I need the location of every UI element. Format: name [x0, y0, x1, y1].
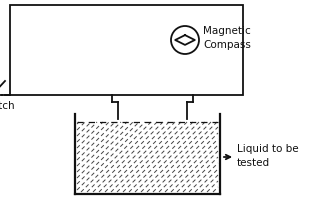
Text: Switch: Switch: [0, 101, 15, 111]
Text: Magnetic
Compass: Magnetic Compass: [203, 26, 251, 50]
Text: Liquid to be
tested: Liquid to be tested: [237, 144, 299, 168]
Circle shape: [171, 26, 199, 54]
Bar: [10, 5, 243, 95]
